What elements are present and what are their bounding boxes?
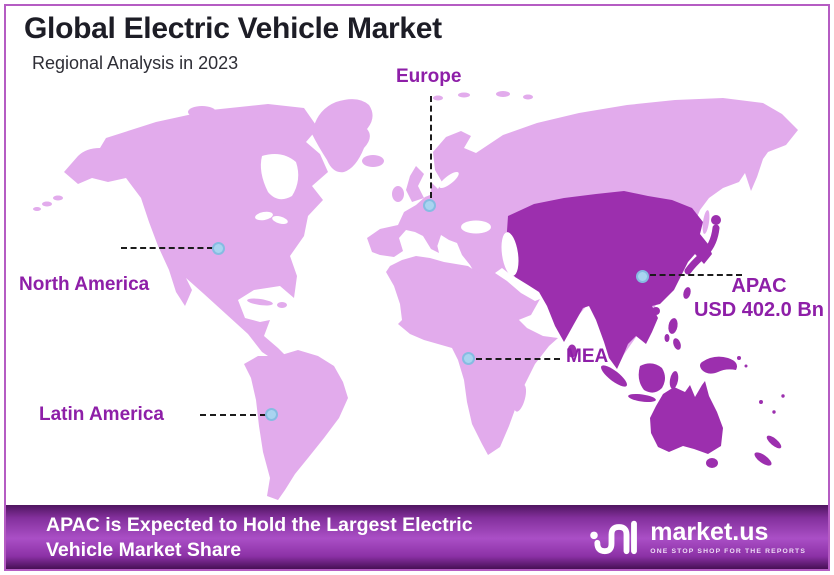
brand-tagline: ONE STOP SHOP FOR THE REPORTS [650,547,806,555]
landmass-indonesia [601,363,679,402]
landmass-philippines [664,318,681,350]
marker-dot-europe [423,199,436,212]
region-label-latin-america: Latin America [39,404,164,425]
great-lakes-east [272,216,288,224]
marker-dot-apac [636,270,649,283]
landmass-japan [684,224,720,275]
footer-banner: APAC is Expected to Hold the Largest Ele… [6,505,828,569]
caspian-sea [501,232,519,276]
leader-line-latin-america [200,414,266,416]
marker-dot-north-america [212,242,225,255]
leader-line-apac [650,274,742,276]
landmass-greenland [312,99,373,173]
region-label-europe: Europe [396,66,462,87]
landmass-hokkaido [711,215,721,225]
footer-note: APAC is Expected to Hold the Largest Ele… [46,513,546,564]
landmass-taiwan [683,287,691,299]
leader-line-mea [476,358,560,360]
leader-line-europe [430,96,432,198]
arctic-russia-islands [433,91,533,101]
arctic-islands [188,106,300,150]
landmass-ireland [392,186,404,202]
caribbean-islands [247,298,287,308]
region-label-apac-block: APAC USD 402.0 Bn [668,275,828,322]
footer-note-line2: Vehicle Market Share [46,539,242,562]
landmass-new-zealand [754,435,782,466]
brand-mark-icon [590,520,638,555]
landmass-hainan [652,307,660,315]
landmass-iceland [362,155,384,167]
brand-logo: market.us ONE STOP SHOP FOR THE REPORTS [588,517,806,557]
landmass-apac-mainland [506,191,712,369]
landmass-madagascar [513,384,527,412]
infographic-frame: Global Electric Vehicle Market Regional … [4,4,830,571]
landmass-tasmania [706,458,718,468]
region-label-apac: APAC [731,275,787,297]
page-title: Global Electric Vehicle Market [24,12,442,45]
landmass-apac-group [506,191,785,468]
black-sea [461,220,491,234]
landmass-sakhalin [702,210,710,234]
region-value-apac: USD 402.0 Bn [693,299,825,321]
marker-dot-mea [462,352,475,365]
leader-line-north-america [121,247,213,249]
inland-seas [255,154,519,276]
region-label-north-america: North America [19,274,150,295]
landmass-sri-lanka [567,344,577,358]
landmass-new-guinea [700,356,737,374]
hudson-bay [260,154,299,200]
landmass-britain [406,166,424,202]
brand-name: market.us [650,517,769,546]
marker-dot-latin-america [265,408,278,421]
aleutian-islands [33,195,63,211]
landmass-australia [650,381,723,454]
region-label-mea: MEA [566,346,609,367]
brand-text: market.us ONE STOP SHOP FOR THE REPORTS [650,517,806,555]
great-lakes [255,211,273,221]
landmass-south-america [244,350,348,500]
page-subtitle: Regional Analysis in 2023 [32,53,239,73]
pacific-islands [737,356,785,414]
footer-note-line1: APAC is Expected to Hold the Largest Ele… [46,514,473,536]
baltic-sea [439,171,459,189]
